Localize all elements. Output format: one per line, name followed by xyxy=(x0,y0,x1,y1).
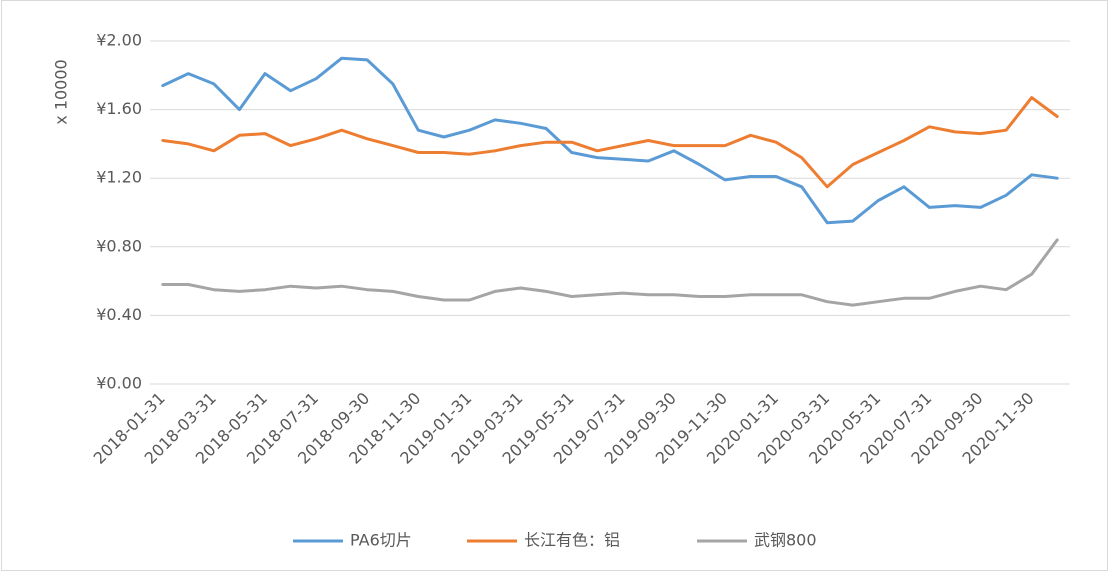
line-series xyxy=(161,238,1059,307)
y-tick-label: ¥0.80 xyxy=(96,236,142,255)
y-tick-label: ¥0.40 xyxy=(96,305,142,324)
y-tick-label: ¥0.00 xyxy=(96,374,142,393)
legend-label: 武钢800 xyxy=(754,531,817,550)
line-series xyxy=(161,56,1059,225)
y-tick-label: ¥1.60 xyxy=(96,99,142,118)
y-tick-label: ¥2.00 xyxy=(96,31,142,50)
legend-label: PA6切片 xyxy=(350,531,412,550)
line-series xyxy=(161,96,1059,189)
y-tick-label: ¥1.20 xyxy=(96,168,142,187)
legend-label: 长江有色：铝 xyxy=(524,531,620,550)
y-axis-label: x 10000 xyxy=(52,59,71,124)
